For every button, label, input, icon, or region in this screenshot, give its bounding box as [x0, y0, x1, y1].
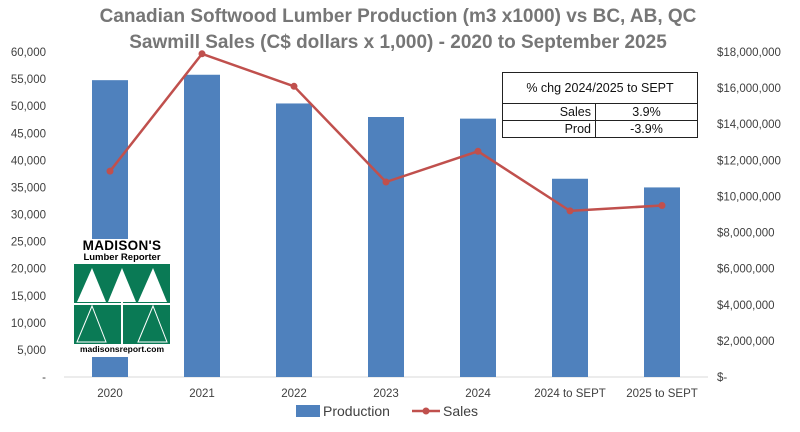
right-tick-label: $6,000,000 [717, 264, 775, 276]
x-tick-label: 2022 [281, 388, 307, 400]
right-tick-label: $2,000,000 [717, 336, 775, 348]
right-tick-label: $18,000,000 [717, 47, 781, 59]
change-table: % chg 2024/2025 to SEPT Sales 3.9% Prod … [502, 72, 698, 138]
logo-brand: MADISON'S [82, 238, 162, 253]
production-bars [92, 74, 680, 378]
production-bar [368, 117, 404, 377]
sales-point [474, 147, 482, 155]
right-tick-label: $4,000,000 [717, 300, 775, 312]
right-tick-label: $10,000,000 [717, 191, 781, 203]
change-table-label: Prod [503, 121, 596, 137]
left-tick-label: - [42, 372, 46, 384]
change-table-row-prod: Prod -3.9% [503, 120, 697, 137]
right-tick-label: $- [717, 372, 727, 384]
right-tick-label: $12,000,000 [717, 155, 781, 167]
logo-subtitle: Lumber Reporter [83, 252, 161, 263]
left-tick-label: 30,000 [11, 210, 46, 222]
x-tick-label: 2020 [97, 388, 123, 400]
production-bar [460, 118, 496, 377]
production-bar [276, 103, 312, 377]
legend-sales-label: Sales [443, 403, 478, 419]
sales-point [566, 207, 574, 215]
change-table-value: 3.9% [632, 105, 661, 119]
sales-point [382, 178, 390, 186]
tree-icon [74, 264, 170, 344]
x-tick-label: 2024 to SEPT [534, 388, 606, 400]
sales-point [290, 82, 298, 90]
left-tick-label: 55,000 [11, 74, 46, 86]
left-tick-label: 25,000 [11, 237, 46, 249]
change-table-value: -3.9% [630, 122, 663, 136]
sales-point [658, 201, 666, 209]
madisons-logo: MADISON'S Lumber Reporter madisonsreport… [74, 239, 170, 357]
legend-production-label: Production [323, 403, 390, 419]
legend-sales-marker [422, 407, 430, 415]
right-axis: $- $2,000,000 $4,000,000 $6,000,000 $8,000,0… [717, 47, 781, 384]
left-tick-label: 60,000 [11, 47, 46, 59]
right-tick-label: $8,000,000 [717, 228, 775, 240]
change-table-row-sales: Sales 3.9% [503, 104, 697, 120]
sales-point [106, 167, 114, 175]
right-tick-label: $14,000,000 [717, 119, 781, 131]
x-tick-label: 2024 [465, 388, 491, 400]
legend-production-swatch [296, 405, 320, 417]
left-tick-label: 20,000 [11, 264, 46, 276]
sales-line [106, 50, 666, 215]
legend: Production Sales [296, 403, 478, 419]
left-tick-label: 40,000 [11, 155, 46, 167]
left-axis: - 5,000 10,000 15,000 20,000 25,000 30,000 35,0… [11, 47, 46, 384]
x-tick-label: 2021 [189, 388, 215, 400]
x-tick-label: 2023 [373, 388, 399, 400]
logo-url: madisonsreport.com [79, 344, 165, 354]
left-tick-label: 5,000 [17, 345, 46, 357]
right-tick-label: $16,000,000 [717, 83, 781, 95]
x-tick-label: 2025 to SEPT [626, 388, 698, 400]
change-table-label: Sales [503, 104, 596, 120]
left-tick-label: 15,000 [11, 291, 46, 303]
sales-point [198, 50, 206, 58]
production-bar [644, 187, 680, 377]
left-tick-label: 50,000 [11, 101, 46, 113]
left-tick-label: 10,000 [11, 318, 46, 330]
left-tick-label: 45,000 [11, 128, 46, 140]
chart-title-line2: Sawmill Sales (C$ dollars x 1,000) - 202… [129, 32, 667, 53]
x-axis: 2020 2021 2022 2023 2024 2024 to SEPT 2025 to … [97, 388, 698, 400]
chart-title-line1: Canadian Softwood Lumber Production (m3 … [100, 6, 697, 27]
left-tick-label: 35,000 [11, 182, 46, 194]
production-bar [184, 74, 220, 377]
change-table-header: % chg 2024/2025 to SEPT [503, 73, 697, 104]
